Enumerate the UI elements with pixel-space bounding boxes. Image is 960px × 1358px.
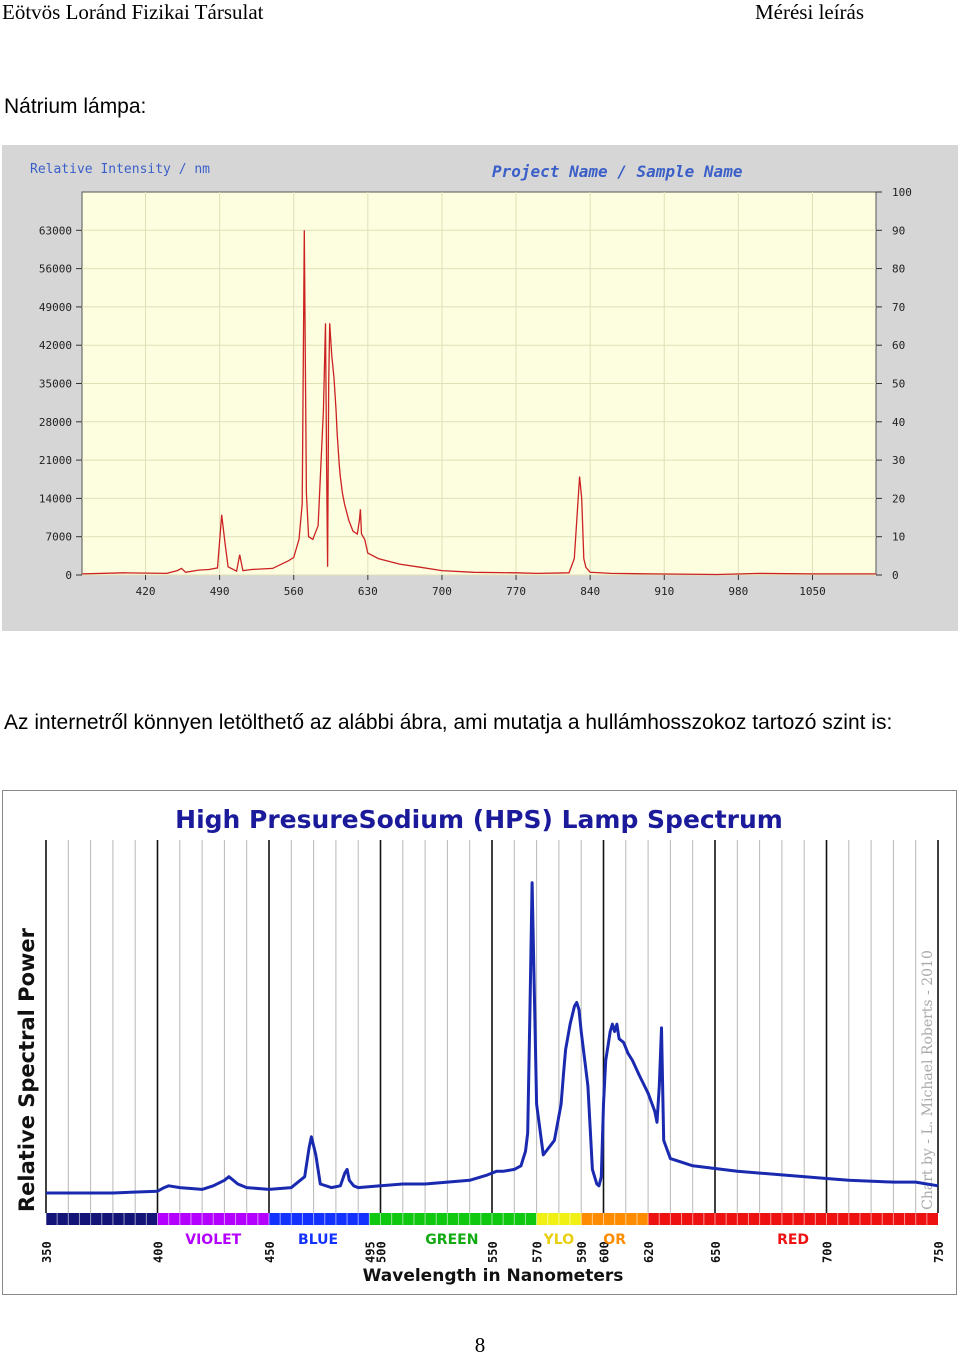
chart1-y-tick-label: 56000: [39, 263, 72, 276]
chart2-x-tick-label: 750: [932, 1241, 946, 1263]
chart2-band-label: VIOLET: [185, 1232, 241, 1248]
chart1-x-tick-label: 980: [728, 585, 748, 598]
chart1-y2-ticks: 0 10 20 30 40 50 60 70 80 90 100: [876, 186, 912, 582]
chart1-grid: [82, 192, 876, 576]
chart2-x-tick-text: 620: [642, 1241, 656, 1263]
chart2-x-tick-label: 500: [375, 1241, 389, 1263]
chart1-series-line: [81, 230, 876, 576]
chart2-x-tick-text: 450: [263, 1241, 277, 1263]
chart2-band-labels: VIOLET BLUE GREEN YLO OR RED: [185, 1232, 809, 1248]
header-right: Mérési leírás: [755, 0, 865, 24]
page-number: 8: [474, 1333, 486, 1357]
chart2-band: [369, 1213, 537, 1225]
chart1-y-tick-label: 28000: [39, 416, 72, 429]
chart1-title: Project Name / Sample Name: [492, 162, 743, 181]
chart1-y2-tick-label: 60: [892, 339, 905, 352]
chart2-x-tick-text: 600: [598, 1241, 612, 1263]
chart1-y2-tick-label: 90: [892, 224, 905, 237]
chart1-y-tick-label: 35000: [39, 378, 72, 391]
chart1-y-tick-label: 14000: [39, 492, 72, 505]
chart2-x-tick-text: 570: [531, 1241, 545, 1263]
chart2-credit: Chart by - L. Michael Roberts - 2010: [920, 950, 936, 1210]
chart2-band-label: GREEN: [425, 1232, 478, 1248]
section-title-sodium-lamp: Nátrium lámpa:: [4, 95, 147, 118]
chart1-x-tick-label: 910: [654, 585, 674, 598]
chart2-grid: [45, 840, 939, 1213]
chart1-y2-tick-label: 70: [892, 301, 905, 314]
chart1-x-tick-label: 770: [506, 585, 526, 598]
chart2-x-tick-label: 600: [598, 1241, 612, 1263]
spectrum-chart-2: High PresureSodium (HPS) Lamp Spectrum R…: [2, 790, 957, 1295]
chart2-x-tick-text: 350: [40, 1241, 54, 1263]
chart1-y-tick-label: 63000: [39, 224, 72, 237]
chart1-ylabel: Relative Intensity / nm: [30, 162, 210, 177]
chart1-x-tick-label: 840: [580, 585, 600, 598]
chart1-x-tick-label: 420: [136, 585, 156, 598]
chart1-y-tick-label: 42000: [39, 339, 72, 352]
chart2-xlabel: Wavelength in Nanometers: [363, 1266, 624, 1286]
chart1-y2-tick-label: 100: [892, 186, 912, 199]
chart1-y-tick-label: 21000: [39, 454, 72, 467]
chart1-x-tick-label: 700: [432, 585, 452, 598]
chart2-series-line: [46, 881, 939, 1195]
chart2-x-tick-label: 570: [531, 1241, 545, 1263]
chart1-x-tick-label: 490: [210, 585, 230, 598]
chart1-x-tick-label: 1050: [799, 585, 826, 598]
chart2-ylabel: Relative Spectral Power: [15, 927, 39, 1212]
chart2-band: [269, 1213, 370, 1225]
chart1-y2-tick-label: 20: [892, 492, 905, 505]
chart1-y-tick-label: 49000: [39, 301, 72, 314]
chart2-x-tick-text: 400: [152, 1241, 166, 1263]
chart2-frame: [2, 790, 957, 1295]
chart1-y-ticks: 0 7000 14000 21000 28000 35000 42000 49000 56000…: [39, 224, 82, 582]
chart1-y-tick-label: 7000: [46, 531, 73, 544]
chart2-band-label: RED: [777, 1232, 809, 1248]
chart2-x-tick-label: 700: [821, 1241, 835, 1263]
chart2-x-tick-text: 590: [575, 1241, 589, 1263]
header-left: Eötvös Loránd Fizikai Társulat: [2, 0, 264, 24]
chart2-x-tick-label: 650: [709, 1241, 723, 1263]
spectrum-chart-1: Relative Intensity / nm Project Name / S…: [2, 145, 958, 631]
chart2-x-tick-text: 500: [375, 1241, 389, 1263]
chart2-x-tick-text: 550: [486, 1241, 500, 1263]
chart2-x-tick-text: 750: [932, 1241, 946, 1263]
chart1-y2-tick-label: 50: [892, 378, 905, 391]
chart1-y2-tick-label: 40: [892, 416, 905, 429]
chart2-x-tick-label: 400: [152, 1241, 166, 1263]
chart1-y2-tick-label: 0: [892, 569, 899, 582]
chart2-x-tick-text: 650: [709, 1241, 723, 1263]
chart1-y-tick-label: 0: [65, 569, 72, 582]
chart1-y2-tick-label: 80: [892, 263, 905, 276]
chart2-x-tick-label: 450: [263, 1241, 277, 1263]
chart2-band-label: YLO: [543, 1232, 575, 1248]
chart2-x-tick-label: 550: [486, 1241, 500, 1263]
chart2-x-tick-label: 350: [40, 1241, 54, 1263]
chart2-band-label: OR: [603, 1232, 626, 1248]
chart2-band-label: BLUE: [298, 1232, 338, 1248]
chart2-x-tick-text: 495: [363, 1241, 377, 1263]
chart2-color-bands: [45, 1213, 938, 1225]
chart1-x-tick-label: 560: [284, 585, 304, 598]
chart2-x-tick-label: 495: [363, 1241, 377, 1263]
chart1-y2-tick-label: 30: [892, 454, 905, 467]
chart1-x-ticks: 420 490 560 630 700 770 840 910 980 1050: [136, 575, 826, 598]
chart2-x-tick-label: 590: [575, 1241, 589, 1263]
chart2-x-tick-text: 700: [821, 1241, 835, 1263]
body-paragraph: Az internetről könnyen letölthető az alá…: [4, 711, 893, 734]
chart2-x-tick-label: 620: [642, 1241, 656, 1263]
chart1-x-tick-label: 630: [358, 585, 378, 598]
chart1-y2-tick-label: 10: [892, 531, 905, 544]
chart2-title: High PresureSodium (HPS) Lamp Spectrum: [175, 805, 783, 834]
